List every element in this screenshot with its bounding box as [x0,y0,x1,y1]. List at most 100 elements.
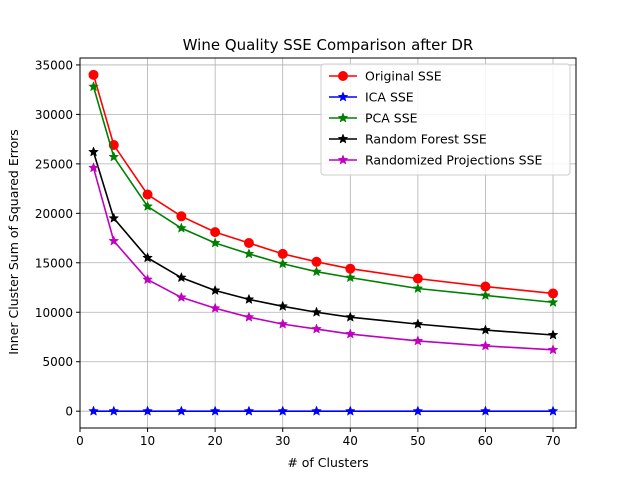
series-line [92,74,554,295]
data-point [547,296,559,307]
legend-marker [337,112,349,123]
data-point [412,282,424,294]
legend-item: Random Forest SSE [329,132,487,147]
data-point [344,271,356,283]
data-point [480,281,491,292]
data-point [142,189,153,200]
data-point [175,271,187,283]
y-tick-label: 25000 [35,157,73,171]
data-point [480,324,491,335]
data-point [108,151,120,162]
data-point [88,405,99,416]
data-point [88,69,99,80]
x-tick-label: 40 [343,434,358,448]
data-point [480,340,491,351]
x-tick-label: 10 [140,434,155,448]
data-point [412,318,424,329]
data-point [344,405,356,416]
series-layer [88,69,559,416]
legend: Original SSE ICA SSE PCA SSE Random Forest … [320,63,571,176]
x-tick-label: 20 [208,434,223,448]
data-point [108,235,120,246]
data-point [547,344,559,355]
data-point [243,405,255,416]
data-point [209,237,221,248]
data-point [412,273,423,284]
data-point [243,293,255,304]
data-point [412,335,424,346]
data-point [142,200,153,211]
y-tick-label: 5000 [42,355,73,369]
data-point [243,238,254,248]
x-tick-label: 0 [76,434,84,448]
y-tick-label: 15000 [35,256,73,270]
data-point [88,162,99,173]
data-point [344,328,356,339]
series-line [92,151,554,336]
data-point [547,405,559,416]
data-point [210,227,221,238]
data-point [142,405,153,416]
y-tick-label: 35000 [35,58,73,72]
x-tick-label: 60 [478,434,493,448]
data-point [480,289,491,301]
data-point [88,146,99,157]
x-tick-label: 70 [545,434,560,448]
data-point [209,405,221,416]
y-tick-label: 20000 [35,207,73,221]
series-line [92,167,554,351]
legend-label: Random Forest SSE [365,132,487,147]
data-point [412,405,424,416]
data-point [175,222,187,233]
plot-frame [79,57,577,429]
series-3 [88,146,559,340]
data-point [311,306,322,317]
data-point [277,300,289,311]
series-2 [88,81,559,307]
chart-title: Wine Quality SSE Comparison after DR [183,36,474,54]
data-point [345,263,356,274]
data-point [311,405,322,416]
data-point [548,288,559,299]
legend-marker [337,133,349,144]
y-axis-label: Inner Cluster Sum of Squared Errors [6,129,21,355]
legend-marker [337,91,349,102]
legend-label: ICA SSE [365,90,414,105]
data-point [209,302,221,313]
data-point [243,248,255,259]
data-point [209,284,221,296]
series-line [92,86,554,304]
series-0 [88,69,559,299]
x-tick-label: 50 [410,434,425,448]
x-axis-label: # of Clusters [287,455,368,470]
data-point [108,212,120,223]
y-tick-label: 0 [65,405,73,419]
legend-label: Randomized Projections SSE [365,153,543,168]
legend-label: Original SSE [365,69,442,84]
legend-label: PCA SSE [365,111,418,126]
data-point [277,318,289,329]
series-4 [88,162,559,355]
data-point [142,273,153,285]
legend-item: Randomized Projections SSE [329,153,543,168]
data-point [547,329,559,340]
legend-item: PCA SSE [329,111,418,126]
legend-marker [337,154,349,165]
data-point [277,258,289,269]
legend-box [320,63,571,176]
data-point [142,252,153,263]
data-point [311,266,322,277]
data-point [176,211,187,222]
series-1 [88,405,559,416]
data-point [311,323,322,334]
ticks: 0 10 20 30 40 50 60 70 0 5000 10000 15000 20000 25000… [35,58,561,448]
legend-item: Original SSE [329,69,442,84]
data-point [243,311,255,322]
data-point [344,311,356,322]
data-point [277,405,289,416]
data-point [88,81,99,92]
data-point [277,248,288,259]
y-tick-label: 10000 [35,306,73,320]
